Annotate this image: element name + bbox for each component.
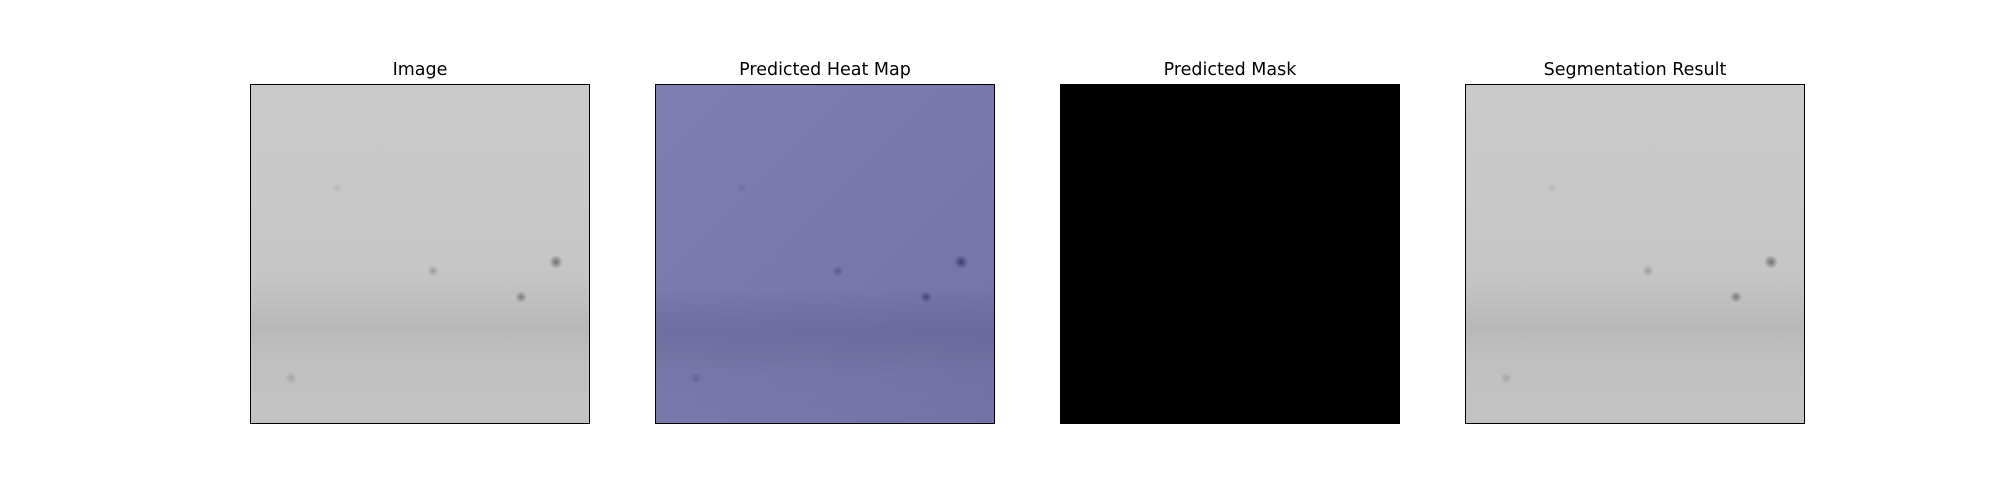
heat-map-canvas — [655, 84, 995, 424]
speck — [954, 255, 968, 269]
speck — [690, 372, 702, 384]
speck — [515, 291, 527, 303]
segmentation-canvas — [1465, 84, 1805, 424]
image-canvas — [250, 84, 590, 424]
panel-title: Image — [392, 60, 448, 80]
speck — [1730, 291, 1742, 303]
mask-canvas — [1060, 84, 1400, 424]
speck — [427, 265, 439, 277]
speck — [332, 183, 342, 193]
speck — [920, 291, 932, 303]
speck — [1547, 183, 1557, 193]
panel-title: Predicted Mask — [1163, 60, 1297, 80]
speck — [549, 255, 563, 269]
heat-map-image — [656, 85, 994, 423]
segmentation-image — [1466, 85, 1804, 423]
speck — [737, 183, 747, 193]
speck — [1500, 372, 1512, 384]
panel-title: Predicted Heat Map — [739, 60, 911, 80]
speck — [1764, 255, 1778, 269]
speck — [832, 265, 844, 277]
input-image — [251, 85, 589, 423]
panel-title: Segmentation Result — [1543, 60, 1727, 80]
speck — [1642, 265, 1654, 277]
mask-image — [1061, 85, 1399, 423]
speck — [285, 372, 297, 384]
